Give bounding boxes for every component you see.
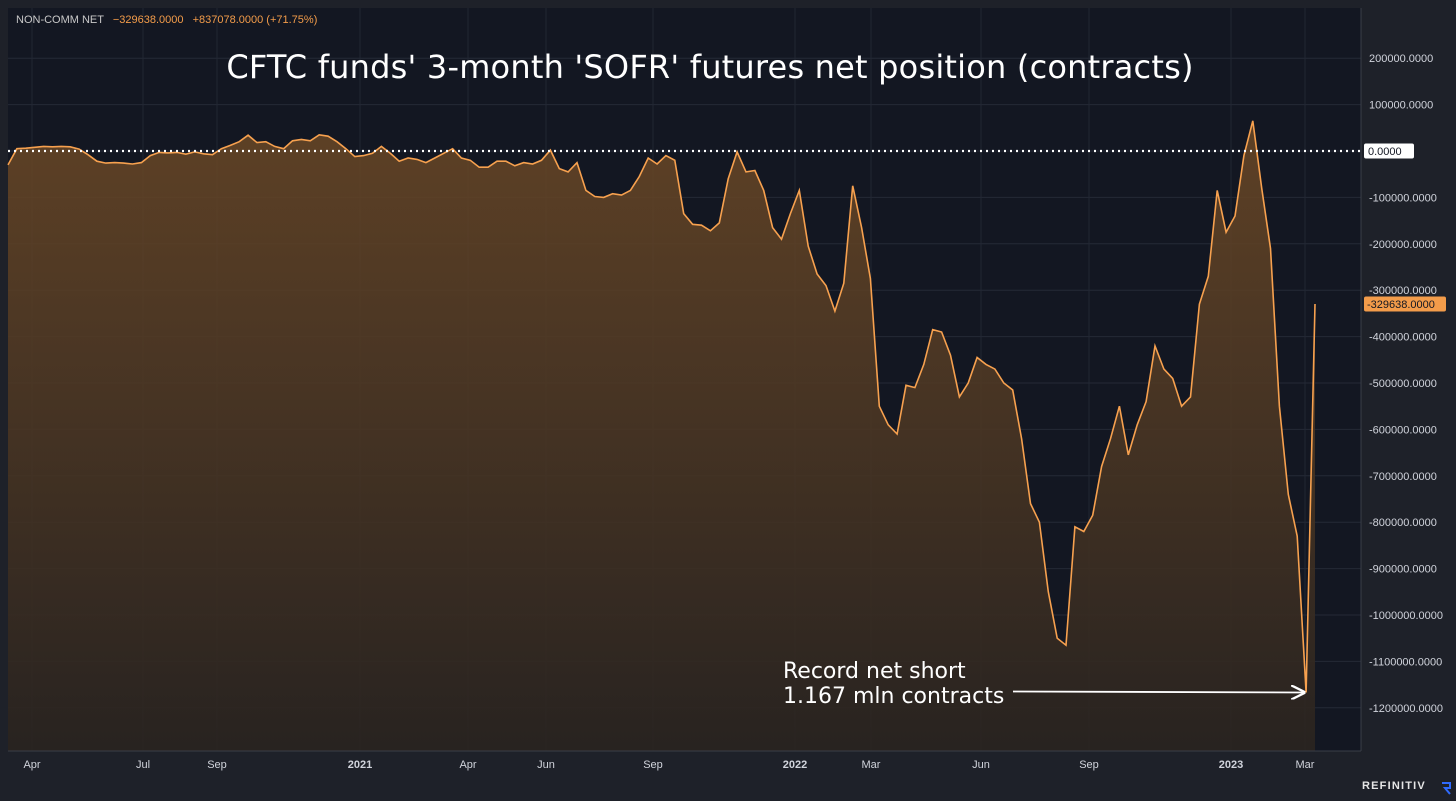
x-tick-label: Sep <box>207 759 227 771</box>
refinitiv-logo-text: REFINITIV <box>1362 780 1426 792</box>
y-tick-label: -500000.0000 <box>1369 378 1437 390</box>
annotation-line-1: Record net short <box>783 659 966 684</box>
y-tick-label: -100000.0000 <box>1369 192 1437 204</box>
x-tick-label: 2023 <box>1219 759 1243 771</box>
last-value-label: -329638.0000 <box>1367 299 1435 311</box>
x-tick-label: 2021 <box>348 759 372 771</box>
time-axis[interactable]: Apr Jul Sep 2021 Apr Jun Sep 2022 Mar Jun Sep 2023 M… <box>23 759 1314 771</box>
y-tick-label: -400000.0000 <box>1369 332 1437 344</box>
x-tick-label: Jul <box>136 759 150 771</box>
x-tick-label: Apr <box>459 759 476 771</box>
y-tick-label: -1100000.0000 <box>1369 656 1442 668</box>
y-tick-label: -1200000.0000 <box>1369 703 1443 715</box>
zero-value-badge: 0.0000 <box>1364 143 1414 159</box>
x-tick-label: Apr <box>23 759 40 771</box>
y-tick-label: -600000.0000 <box>1369 424 1437 436</box>
y-tick-label: 100000.0000 <box>1369 100 1433 112</box>
x-tick-label: Jun <box>972 759 990 771</box>
x-tick-label: Sep <box>643 759 663 771</box>
legend-series-name: NON-COMM NET <box>16 14 104 26</box>
y-tick-label: -700000.0000 <box>1369 471 1437 483</box>
series-legend[interactable]: NON-COMM NET −329638.0000 +837078.0000 (… <box>16 14 317 26</box>
x-tick-label: Sep <box>1079 759 1099 771</box>
annotation-arrow <box>1012 691 1304 692</box>
refinitiv-logo-icon <box>1442 782 1451 795</box>
x-tick-label: Jun <box>537 759 555 771</box>
x-tick-label: Mar <box>1296 759 1315 771</box>
price-axis[interactable]: 200000.0000 100000.0000 -100000.0000 -20000… <box>1369 53 1443 715</box>
y-tick-label: -300000.0000 <box>1369 285 1437 297</box>
last-value-badge: -329638.0000 <box>1364 296 1446 312</box>
y-tick-label: -900000.0000 <box>1369 564 1437 576</box>
y-tick-label: -1000000.0000 <box>1369 610 1443 622</box>
y-tick-label: -200000.0000 <box>1369 239 1437 251</box>
series-line <box>7 120 1316 693</box>
record-annotation: Record net short 1.167 mln contracts <box>783 659 1004 709</box>
legend-change: +837078.0000 (+71.75%) <box>192 14 318 26</box>
series-area <box>8 120 1315 752</box>
y-tick-label: -800000.0000 <box>1369 517 1437 529</box>
x-tick-label: 2022 <box>783 759 807 771</box>
y-tick-label: 200000.0000 <box>1369 53 1433 65</box>
annotation-line-2: 1.167 mln contracts <box>783 684 1005 709</box>
legend-last-value: −329638.0000 <box>112 14 184 26</box>
zero-value-label: 0.0000 <box>1368 146 1402 158</box>
chart-title: CFTC funds' 3-month 'SOFR' futures net p… <box>226 48 1194 86</box>
x-tick-label: Mar <box>862 759 881 771</box>
